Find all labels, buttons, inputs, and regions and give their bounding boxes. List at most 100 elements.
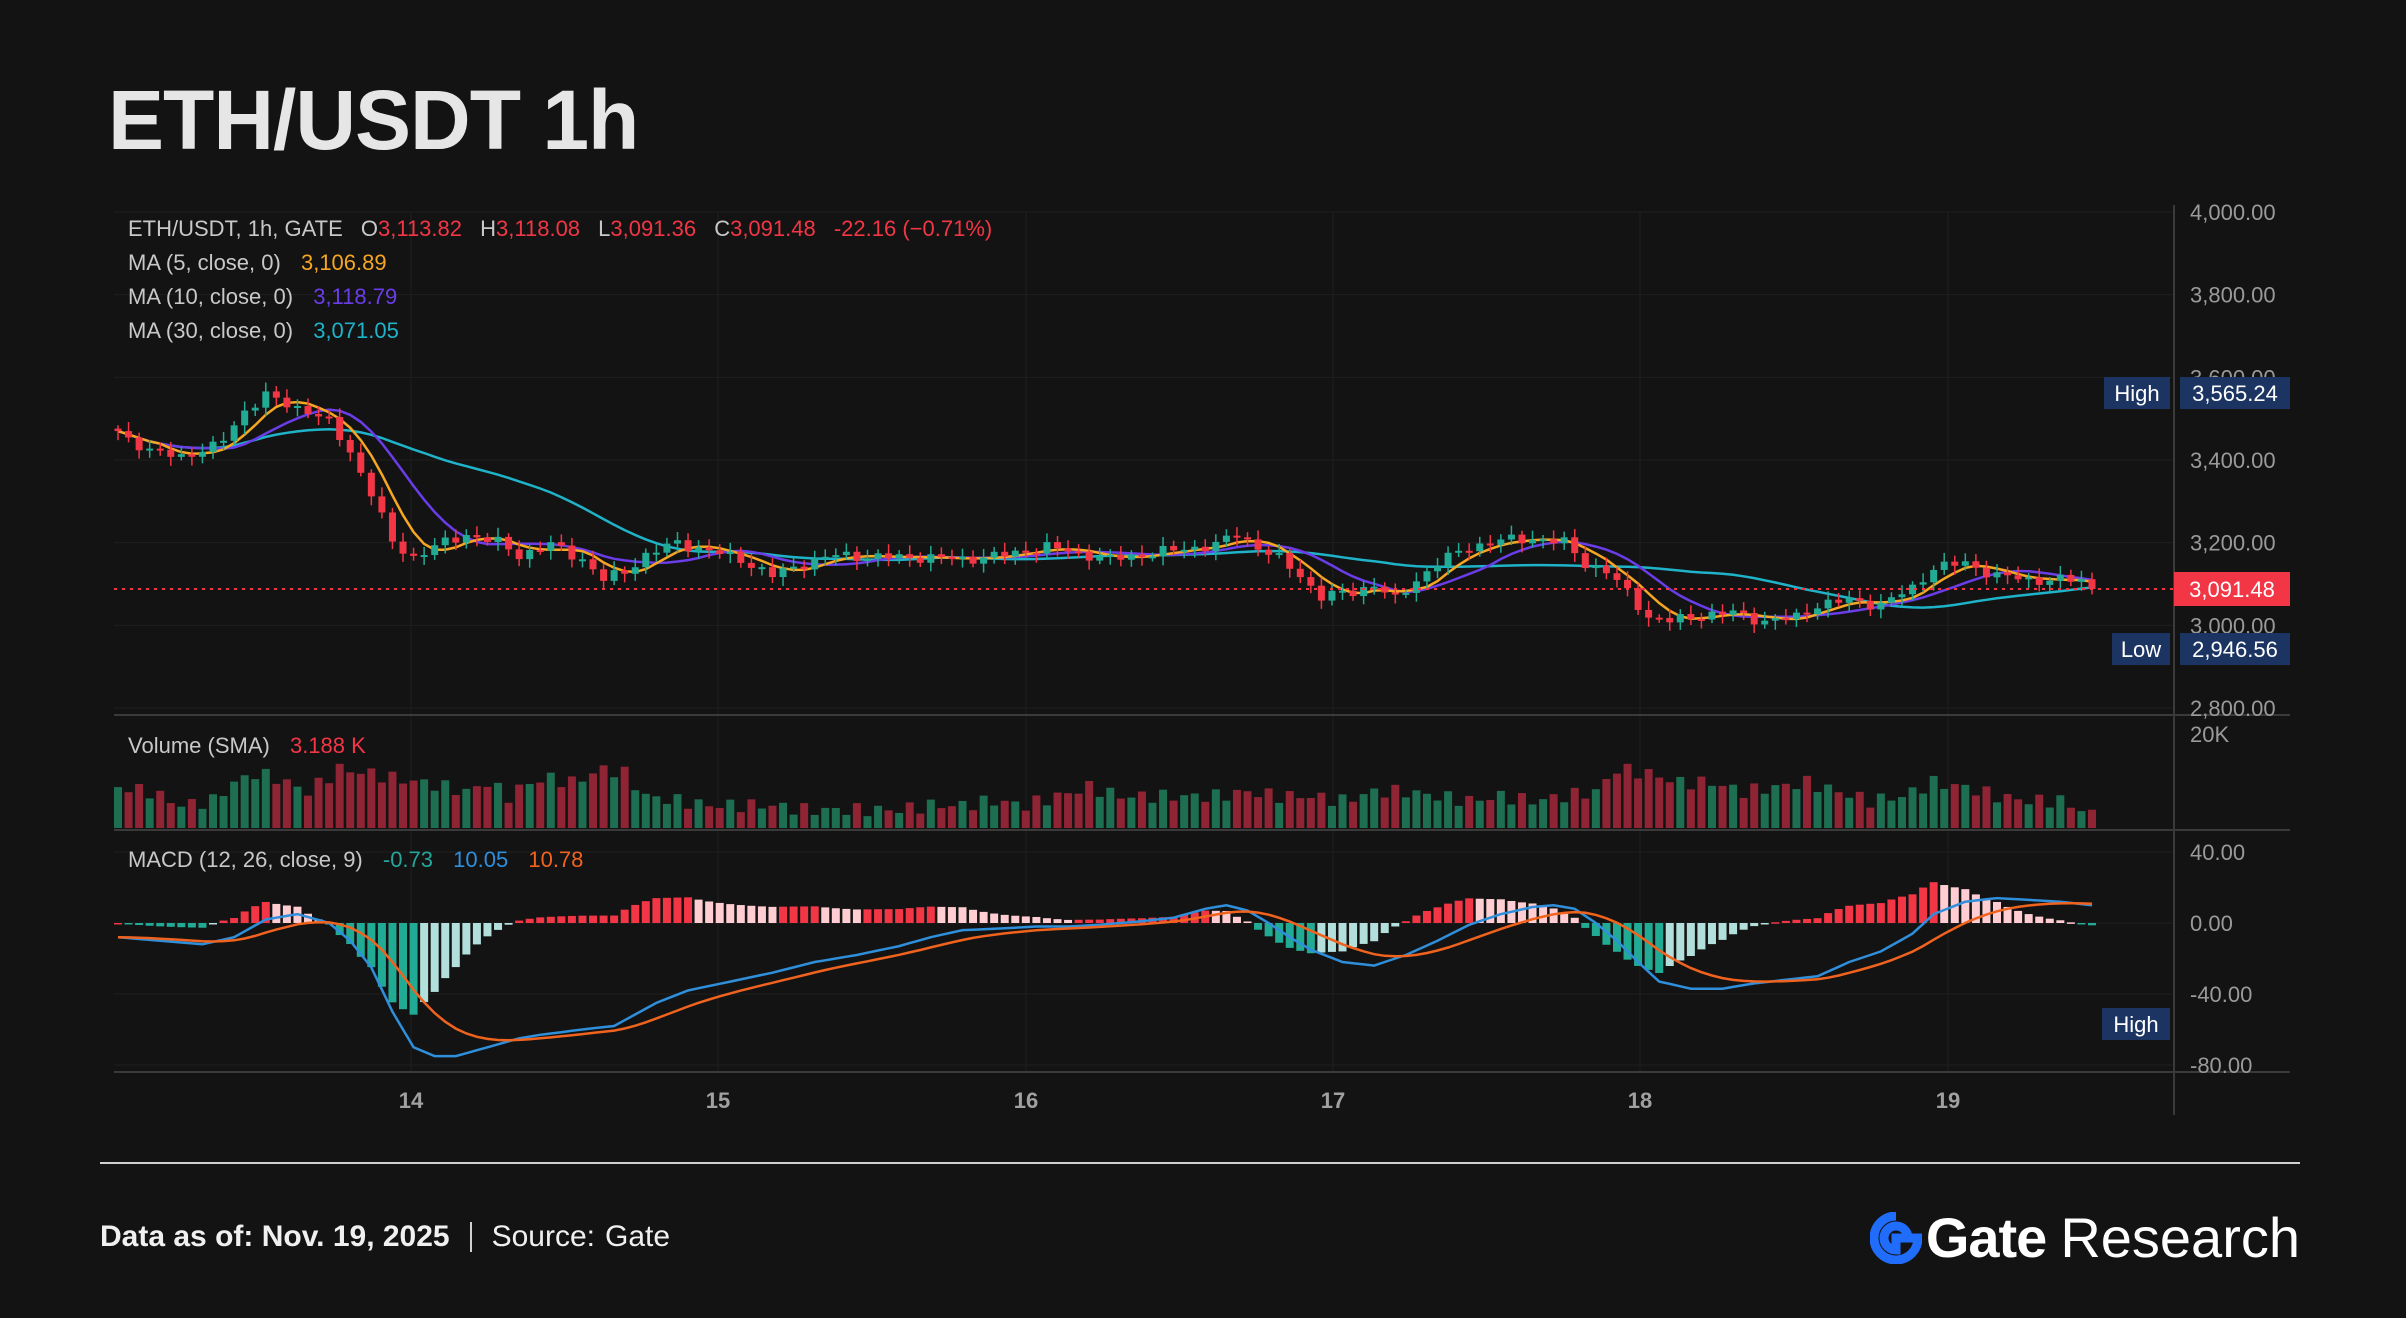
macd-hist-bar xyxy=(1655,923,1664,973)
volume-bar xyxy=(367,768,376,828)
macd-hist-bar xyxy=(166,923,175,927)
candle xyxy=(209,436,217,459)
candle xyxy=(1233,527,1241,546)
candle xyxy=(663,537,671,557)
candle xyxy=(1634,583,1642,615)
ma30-line xyxy=(117,428,2093,609)
volume-bar xyxy=(1729,784,1738,828)
candle xyxy=(557,534,565,552)
candle xyxy=(980,549,988,573)
macd-tick-label: -80.00 xyxy=(2190,1053,2252,1078)
candle xyxy=(1328,583,1336,606)
macd-hist-bar xyxy=(462,923,471,955)
volume-bar xyxy=(1391,784,1400,828)
last-price-value: 3,091.48 xyxy=(2189,577,2275,602)
volume-bar xyxy=(166,803,175,828)
volume-bar xyxy=(209,794,218,828)
candle xyxy=(2025,573,2033,589)
footer-separator xyxy=(469,1222,472,1252)
candle xyxy=(1887,592,1895,607)
svg-text:MACD (12, 26, close, 9) -0: MACD (12, 26, close, 9) -0.73 10.05 10.7… xyxy=(128,847,583,872)
volume-bar xyxy=(1401,797,1410,828)
candle xyxy=(1307,571,1315,594)
macd-hist-bar xyxy=(1961,889,1970,923)
volume-bar xyxy=(1581,798,1590,828)
volume-bar xyxy=(1718,785,1727,828)
macd-hist-bar xyxy=(1222,910,1231,923)
candle xyxy=(1127,550,1135,567)
macd-hist-bar xyxy=(1929,882,1938,923)
candle xyxy=(1803,603,1811,623)
legend-ma30-value: 3,071.05 xyxy=(313,318,399,343)
volume-bar xyxy=(768,805,777,828)
candle xyxy=(705,539,713,559)
candle xyxy=(1159,537,1167,566)
legend-ma10-value: 3,118.79 xyxy=(313,284,397,309)
candle xyxy=(1560,531,1568,550)
volume-bar xyxy=(979,795,988,828)
candle xyxy=(779,563,787,586)
macd-hist-bar xyxy=(1739,923,1748,930)
candle xyxy=(536,541,544,555)
date-label: Data as of: Nov. 19, 2025 xyxy=(100,1220,450,1253)
macd-hist-bar xyxy=(1349,923,1358,948)
volume-bar xyxy=(272,783,281,828)
macd-hist-bar xyxy=(1053,919,1062,923)
svg-text:MA (10, close, 0) 3,118.79: MA (10, close, 0) 3,118.79 xyxy=(128,284,397,309)
legend-volume-value: 3.188 K xyxy=(290,733,366,758)
candle xyxy=(1909,581,1917,601)
candle xyxy=(1106,549,1114,565)
volume-bar xyxy=(1021,810,1030,828)
candle xyxy=(2088,572,2096,595)
volume-bar xyxy=(1190,793,1199,828)
candle xyxy=(600,564,608,590)
volume-bar xyxy=(673,794,682,828)
volume-bar xyxy=(1232,789,1241,828)
volume-bar xyxy=(1570,787,1579,828)
macd-hist-bar xyxy=(1718,923,1727,940)
volume-bar xyxy=(937,808,946,828)
volume-bar xyxy=(715,808,724,828)
candle xyxy=(315,406,323,426)
candle xyxy=(1254,530,1262,557)
macd-hist-bar xyxy=(1623,923,1632,960)
candle xyxy=(1402,589,1410,599)
price-chart[interactable]: ETH/USDT, 1h, GATE O3,113.82 H3,118.08 L… xyxy=(0,0,2406,1160)
macd-hist-bar xyxy=(652,898,661,923)
volume-bar xyxy=(1222,800,1231,828)
macd-tick-label: 40.00 xyxy=(2190,840,2245,865)
candle xyxy=(578,552,586,568)
macd-hist-bar xyxy=(1517,902,1526,923)
legend-ma30-label: MA (30, close, 0) xyxy=(128,318,293,343)
macd-hist-bar xyxy=(272,903,281,923)
candle xyxy=(990,546,998,564)
brand-research: Research xyxy=(2060,1206,2300,1269)
macd-hist-bar xyxy=(1665,923,1674,967)
macd-hist-bar xyxy=(441,923,450,979)
volume-bar xyxy=(1824,784,1833,828)
macd-hist-bar xyxy=(1074,919,1083,923)
macd-hist-bar xyxy=(1496,899,1505,923)
volume-bar xyxy=(1961,784,1970,828)
candle xyxy=(948,549,956,566)
candle xyxy=(1423,566,1431,588)
macd-hist-bar xyxy=(715,902,724,923)
volume-bar xyxy=(219,796,228,828)
volume-bar xyxy=(599,765,608,828)
candle xyxy=(272,386,280,406)
candle xyxy=(1317,577,1325,609)
time-tick-label: 14 xyxy=(399,1088,424,1113)
volume-bar xyxy=(420,779,429,828)
macd-hist-bar xyxy=(1359,923,1368,944)
footer-divider xyxy=(100,1162,2300,1164)
macd-hist-bar xyxy=(863,909,872,923)
volume-bar xyxy=(198,808,207,828)
high-badge-label: High xyxy=(2114,381,2159,406)
volume-bar xyxy=(1211,789,1220,828)
volume-bar xyxy=(1296,798,1305,828)
volume-bar xyxy=(356,773,365,828)
volume-bar xyxy=(1106,787,1115,828)
macd-hist-bar xyxy=(177,923,186,928)
candle xyxy=(167,441,175,466)
candle xyxy=(325,410,333,425)
